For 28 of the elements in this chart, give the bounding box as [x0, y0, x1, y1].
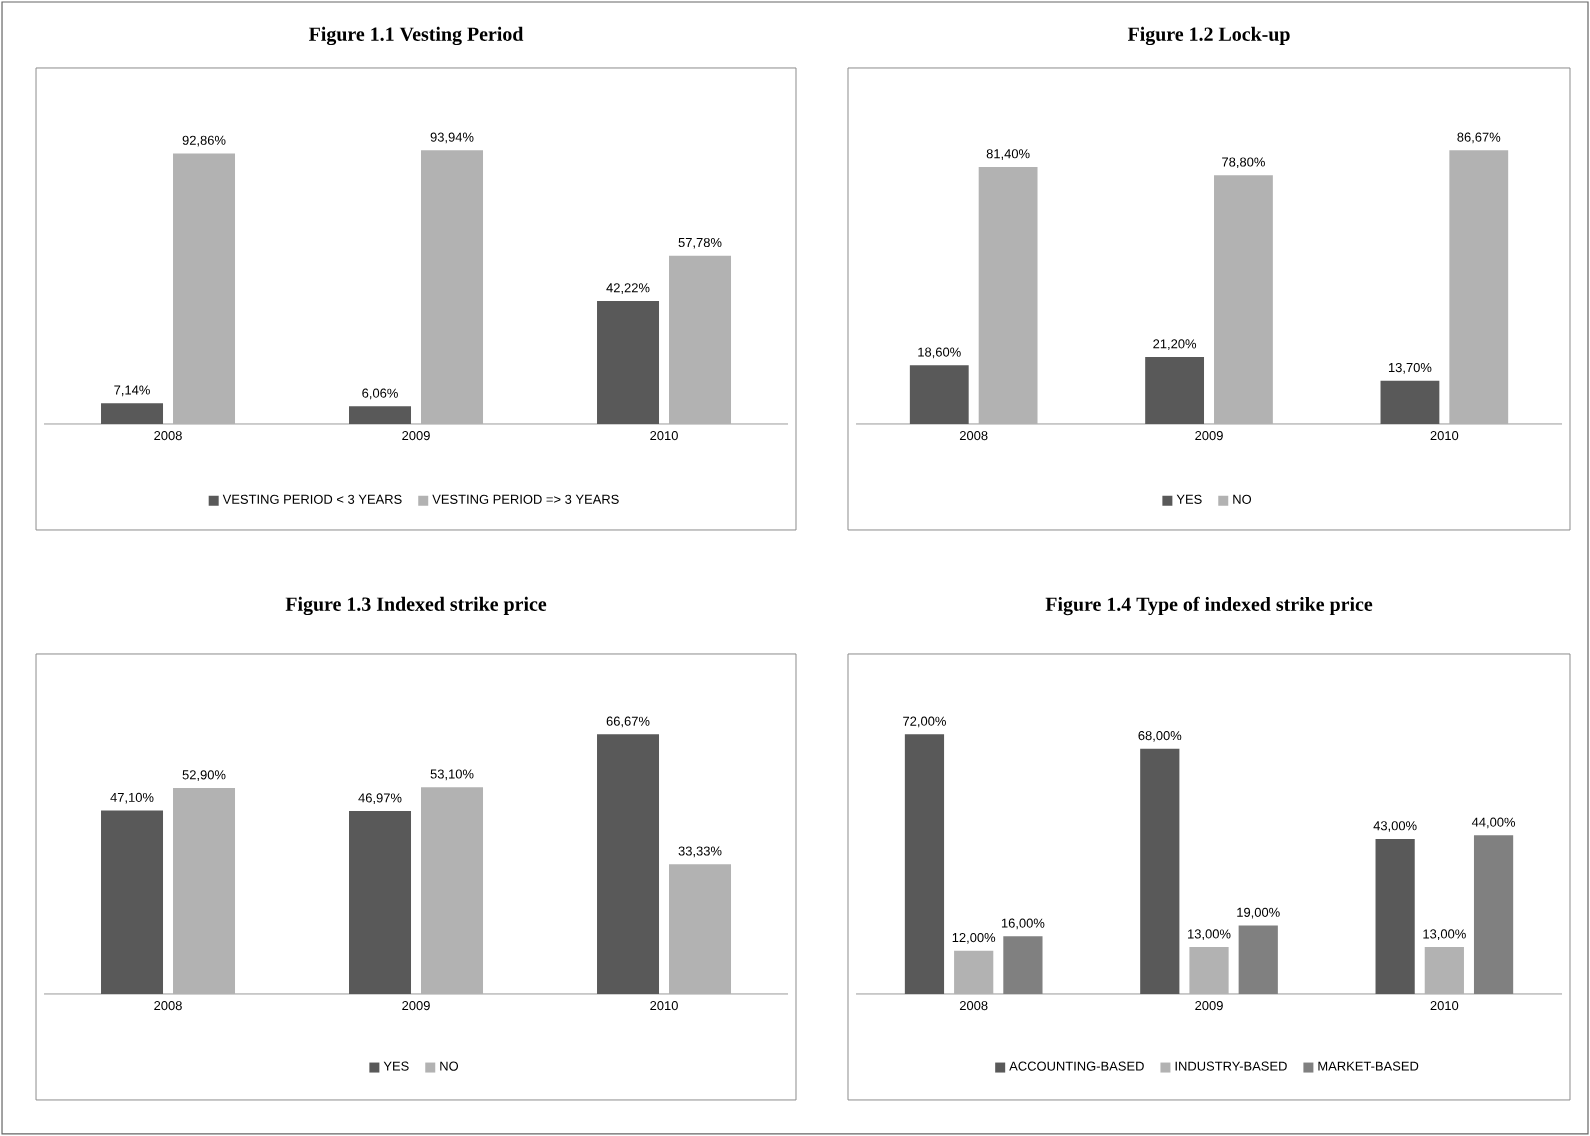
bar — [978, 166, 1038, 424]
bar — [597, 734, 660, 994]
bar — [349, 811, 412, 994]
bar — [1424, 947, 1464, 994]
chart-title: Figure 1.2 Lock-up — [1127, 26, 1290, 46]
bar — [1380, 380, 1440, 424]
bar — [954, 950, 994, 994]
bar — [1449, 150, 1509, 424]
bar — [597, 300, 660, 424]
bar — [349, 406, 412, 424]
bar — [421, 150, 484, 424]
bar — [173, 153, 236, 424]
bar — [173, 787, 236, 994]
bar — [1145, 357, 1205, 424]
bar — [1140, 748, 1180, 994]
chart-title: Figure 1.4 Type of indexed strike price — [1045, 596, 1373, 616]
bar — [1375, 838, 1415, 994]
bar — [101, 810, 164, 994]
bar — [1189, 947, 1229, 994]
bar — [1214, 175, 1273, 424]
chart-title: Figure 1.1 Vesting Period — [308, 26, 524, 46]
bar — [904, 734, 945, 994]
bar — [421, 787, 484, 994]
chart-title: Figure 1.3 Indexed strike price — [285, 596, 547, 616]
bar — [669, 864, 732, 994]
bar — [669, 255, 732, 424]
bar — [101, 403, 164, 424]
bar — [909, 365, 969, 424]
